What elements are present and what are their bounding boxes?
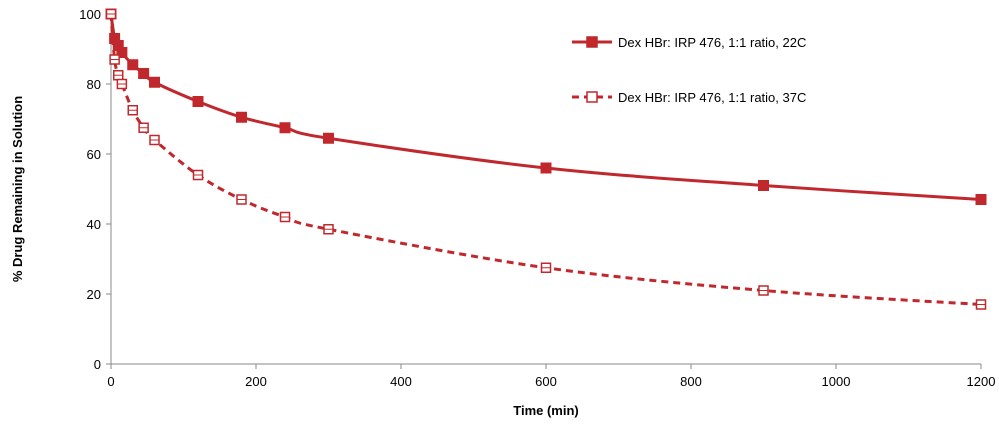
- x-tick-label: 0: [107, 374, 114, 389]
- x-tick-label: 1200: [967, 374, 996, 389]
- y-axis-title: % Drug Remaining in Solution: [10, 96, 25, 282]
- x-tick-label: 200: [245, 374, 267, 389]
- y-tick-label: 100: [79, 7, 101, 22]
- data-point: [279, 122, 291, 134]
- data-point: [975, 194, 987, 205]
- y-tick-label: 20: [87, 287, 101, 302]
- x-tick-label: 400: [390, 374, 412, 389]
- data-point: [758, 180, 769, 191]
- data-point: [149, 76, 160, 88]
- x-axis-title: Time (min): [513, 403, 579, 418]
- y-tick-label: 40: [87, 217, 101, 232]
- legend: Dex HBr: IRP 476, 1:1 ratio, 22C Dex HBr:…: [572, 35, 806, 105]
- legend-label: Dex HBr: IRP 476, 1:1 ratio, 22C: [618, 35, 806, 50]
- legend-item-1: Dex HBr: IRP 476, 1:1 ratio, 22C: [572, 35, 806, 50]
- x-tick-label: 600: [535, 374, 557, 389]
- data-point: [192, 96, 204, 107]
- series-line: [109, 13, 982, 306]
- legend-swatch-marker: [586, 36, 598, 48]
- data-point: [540, 162, 552, 174]
- legend-swatch-marker: [586, 91, 598, 103]
- data-point: [127, 59, 139, 71]
- legend-item-2: Dex HBr: IRP 476, 1:1 ratio, 37C: [572, 90, 806, 105]
- x-tick-label: 1000: [822, 374, 851, 389]
- tick-group: 0 200 400 600 800 1000 1200 0 20 40 60 80 100: [79, 7, 995, 389]
- y-tick-label: 80: [87, 77, 101, 92]
- x-tick-label: 800: [680, 374, 702, 389]
- series-layer: [105, 8, 987, 310]
- y-tick-label: 0: [94, 357, 101, 372]
- series-1: [105, 8, 987, 205]
- data-point: [323, 132, 334, 144]
- data-point: [116, 47, 128, 58]
- legend-label: Dex HBr: IRP 476, 1:1 ratio, 37C: [618, 90, 806, 105]
- series-2: [105, 8, 987, 310]
- data-point: [236, 111, 247, 123]
- y-tick-label: 60: [87, 147, 101, 162]
- axes: [110, 14, 981, 365]
- data-point: [138, 68, 150, 79]
